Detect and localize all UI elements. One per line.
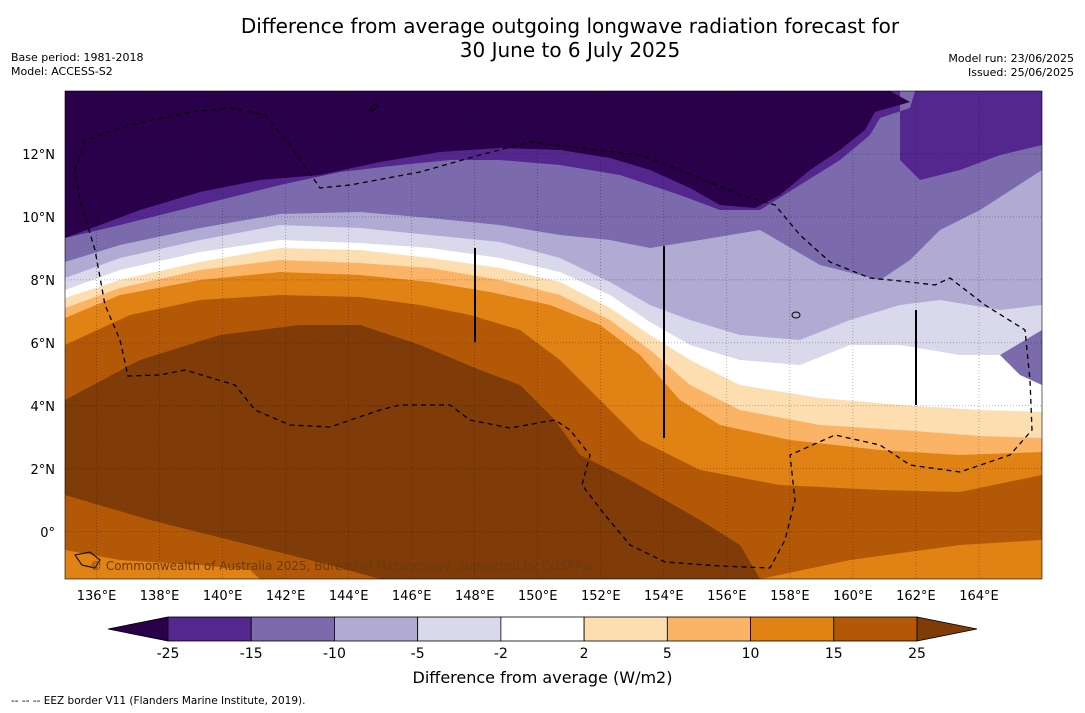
colorbar-tick-label: -15: [240, 646, 263, 662]
colorbar-tick-label: -2: [494, 646, 508, 662]
lat-tick-label: 10°N: [22, 211, 55, 226]
lon-tick-label: 144°E: [329, 589, 369, 604]
colorbar-segment: [417, 616, 502, 642]
lat-tick-label: 8°N: [31, 274, 56, 289]
lat-tick-label: 6°N: [31, 337, 56, 352]
lon-tick-label: 136°E: [77, 589, 117, 604]
eez-border: [74, 107, 1033, 569]
contour-field: [65, 91, 1042, 579]
colorbar-segment: [750, 616, 835, 642]
band-orange-10-sw: [65, 550, 260, 579]
colorbar-segment: [833, 616, 918, 642]
title-line-2: 30 June to 6 July 2025: [459, 38, 681, 62]
map-title: Difference from average outgoing longwav…: [0, 14, 1085, 62]
colorbar-segment: [167, 616, 252, 642]
colorbar-segment: [334, 616, 419, 642]
base-period: Base period: 1981-2018: [11, 51, 144, 64]
map-gridlines: [65, 91, 1042, 579]
lat-tick-label: 12°N: [22, 148, 55, 163]
lon-tick-label: 158°E: [770, 589, 810, 604]
title-line-1: Difference from average outgoing longwav…: [240, 14, 900, 38]
island-shape-2: [791, 311, 801, 319]
lon-tick-label: 150°E: [518, 589, 558, 604]
lat-tick-label: 2°N: [31, 463, 56, 478]
model-name: Model: ACCESS-S2: [11, 65, 113, 78]
colorbar-tick-label: -5: [411, 646, 425, 662]
issued-date: Issued: 25/06/2025: [967, 66, 1074, 79]
colorbar-tick-label: 15: [825, 646, 843, 662]
colorbar-extend-low: [107, 616, 169, 642]
colorbar-tick-label: 25: [908, 646, 926, 662]
meta-left: Base period: 1981-2018 Model: ACCESS-S2: [11, 51, 143, 79]
colorbar: -25 -15 -10 -5 -2 2 5 10 15 25: [107, 616, 978, 662]
lon-tick-label: 142°E: [266, 589, 306, 604]
colorbar-segment: [250, 616, 335, 642]
band-brown-15-sw: [65, 495, 380, 579]
colorbar-extend-high: [916, 616, 978, 642]
band-purple-15-east: [1000, 330, 1042, 385]
colorbar-title: Difference from average (W/m2): [412, 668, 673, 687]
copyright-text: © Commonwealth of Australia 2025, Bureau…: [90, 559, 595, 573]
island-shape-1: [369, 103, 379, 113]
colorbar-segment: [500, 616, 585, 642]
lat-tick-label: 4°N: [31, 400, 56, 415]
band-orange-10-se: [760, 540, 1042, 579]
colorbar-tick-label: 10: [742, 646, 760, 662]
coast-shape: [74, 551, 101, 569]
lon-tick-label: 162°E: [896, 589, 936, 604]
lon-tick-label: 138°E: [140, 589, 180, 604]
lon-tick-label: 154°E: [644, 589, 684, 604]
colorbar-tick-label: -10: [323, 646, 346, 662]
lon-tick-label: 160°E: [833, 589, 873, 604]
lon-tick-label: 146°E: [392, 589, 432, 604]
colorbar-tick-label: 2: [580, 646, 589, 662]
lon-tick-label: 148°E: [455, 589, 495, 604]
colorbar-tick-label: -25: [157, 646, 180, 662]
model-run: Model run: 23/06/2025: [948, 52, 1074, 65]
lon-tick-label: 164°E: [959, 589, 999, 604]
colorbar-segment: [666, 616, 751, 642]
footer-note: -- -- -- EEZ border V11 (Flanders Marine…: [11, 695, 306, 707]
lon-tick-label: 152°E: [581, 589, 621, 604]
colorbar-tick-label: 5: [663, 646, 672, 662]
band-darkest-purple: [65, 91, 910, 238]
longitude-labels: 136°E 138°E 140°E 142°E 144°E 146°E 148°E 150°E…: [77, 589, 999, 604]
map-frame: [64, 90, 1043, 580]
lat-tick-label: 0°: [40, 526, 55, 541]
lon-tick-label: 140°E: [203, 589, 243, 604]
colorbar-segment: [583, 616, 668, 642]
meta-right: Model run: 23/06/2025 Issued: 25/06/2025: [948, 52, 1074, 80]
latitude-labels: 0° 2°N 4°N 6°N 8°N 10°N 12°N: [22, 148, 55, 541]
lon-tick-label: 156°E: [707, 589, 747, 604]
